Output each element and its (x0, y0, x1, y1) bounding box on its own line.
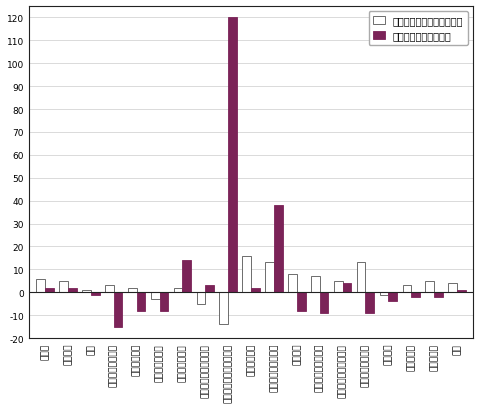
Bar (45, 288, 54, 292)
Bar (380, 292, 388, 295)
Bar (137, 292, 145, 311)
Legend: 前月比（季節調整済指数）, 前年同月比（原指数）: 前月比（季節調整済指数）, 前年同月比（原指数） (369, 12, 468, 46)
Bar (448, 283, 457, 292)
Bar (114, 292, 122, 327)
Bar (365, 292, 374, 313)
Bar (297, 292, 306, 311)
Bar (388, 292, 397, 302)
Bar (334, 281, 343, 292)
Bar (36, 279, 45, 292)
Bar (425, 281, 434, 292)
Bar (68, 288, 77, 292)
Bar (205, 286, 214, 292)
Bar (197, 292, 205, 304)
Bar (182, 261, 191, 292)
Bar (242, 256, 251, 292)
Bar (59, 281, 68, 292)
Bar (434, 292, 443, 297)
Bar (228, 18, 237, 292)
Bar (251, 288, 260, 292)
Bar (411, 292, 420, 297)
Bar (91, 292, 99, 295)
Bar (265, 263, 274, 292)
Bar (457, 290, 466, 292)
Bar (219, 292, 228, 324)
Bar (82, 290, 91, 292)
Bar (320, 292, 328, 313)
Bar (159, 292, 168, 311)
Bar (151, 292, 159, 299)
Bar (128, 288, 137, 292)
Bar (274, 206, 283, 292)
Bar (343, 283, 351, 292)
Bar (288, 274, 297, 292)
Bar (105, 286, 114, 292)
Bar (357, 263, 365, 292)
Bar (174, 288, 182, 292)
Bar (403, 286, 411, 292)
Bar (311, 276, 320, 292)
